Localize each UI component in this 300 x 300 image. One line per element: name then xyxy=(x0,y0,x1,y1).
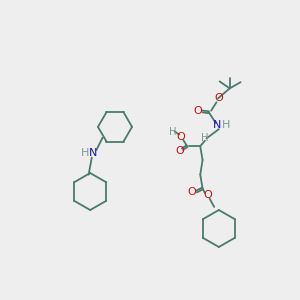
Text: O: O xyxy=(187,187,196,197)
Text: O: O xyxy=(214,93,223,103)
Text: N: N xyxy=(89,148,98,158)
Text: O: O xyxy=(204,190,212,200)
Text: N: N xyxy=(213,120,221,130)
Text: O: O xyxy=(194,106,202,116)
Text: H: H xyxy=(169,127,177,137)
Text: H: H xyxy=(81,148,89,158)
Text: O: O xyxy=(175,146,184,157)
Text: O: O xyxy=(176,132,185,142)
Text: H: H xyxy=(222,120,230,130)
Text: H: H xyxy=(201,133,209,142)
